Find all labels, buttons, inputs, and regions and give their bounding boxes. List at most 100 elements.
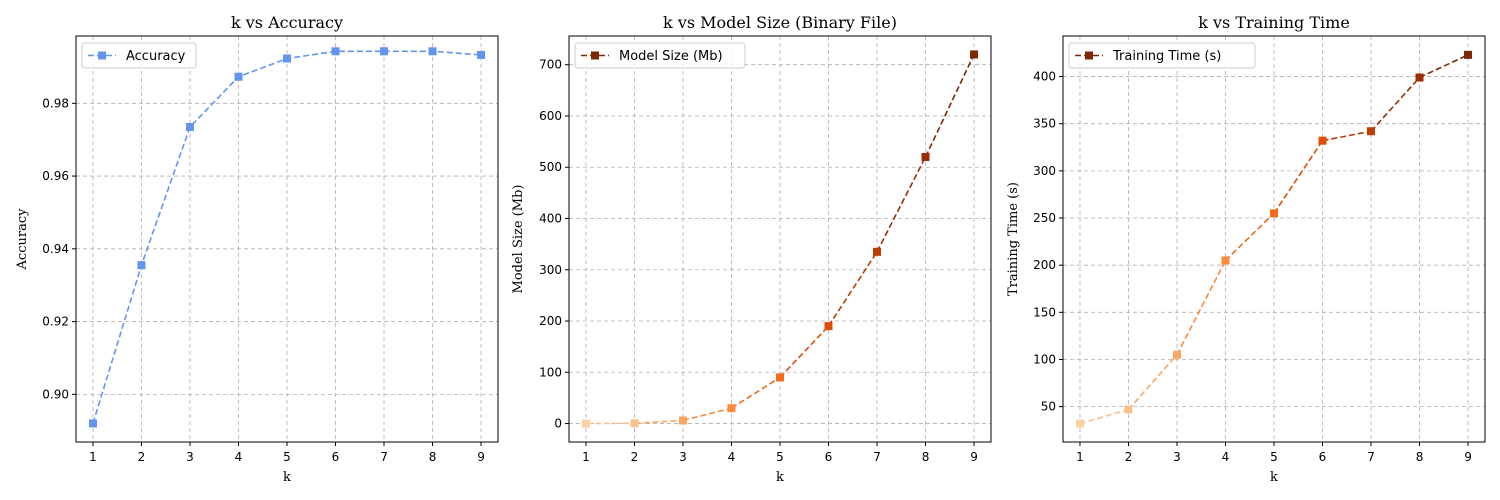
x-axis-label: k bbox=[283, 470, 291, 485]
x-tick-label: 6 bbox=[825, 450, 833, 464]
series-line-segment bbox=[924, 54, 975, 158]
legend-label: Training Time (s) bbox=[1112, 49, 1221, 64]
y-tick-label: 50 bbox=[1041, 400, 1056, 414]
y-tick-label: 0.92 bbox=[42, 315, 69, 329]
data-point bbox=[824, 322, 833, 331]
x-tick-label: 5 bbox=[283, 450, 291, 464]
chart-model-size: 1 2 3 4 5 6 7 8 9 0 100 200 300 400 500 600 700 Model Siz… bbox=[511, 13, 992, 485]
y-tick-label: 300 bbox=[539, 263, 562, 277]
data-point bbox=[234, 72, 243, 81]
x-tick-label: 9 bbox=[1464, 450, 1472, 464]
data-point bbox=[477, 50, 486, 59]
chart-training-time: 1 2 3 4 5 6 7 8 9 50 100 150 200 250 300 350 400 Training… bbox=[1006, 13, 1486, 485]
data-point bbox=[1221, 256, 1230, 265]
legend-box bbox=[81, 42, 197, 69]
data-point bbox=[1270, 209, 1278, 218]
x-tick-label: 7 bbox=[873, 450, 881, 464]
series-line-segment bbox=[634, 419, 684, 425]
y-tick-label: 400 bbox=[1033, 70, 1056, 84]
plot-frame bbox=[75, 35, 499, 443]
x-tick-label: 5 bbox=[776, 450, 784, 464]
data-point bbox=[873, 247, 882, 256]
data-point bbox=[1318, 136, 1327, 145]
series-line-segment bbox=[1419, 54, 1469, 79]
series-line-segment bbox=[1079, 408, 1129, 425]
legend-marker bbox=[1085, 51, 1093, 60]
x-tick-label: 9 bbox=[970, 450, 978, 464]
x-tick-label: 9 bbox=[477, 450, 485, 464]
data-point bbox=[970, 50, 979, 59]
x-tick-label: 1 bbox=[89, 450, 97, 464]
y-tick-label: 250 bbox=[1033, 211, 1056, 225]
x-tick-label: 1 bbox=[1076, 450, 1084, 464]
y-tick-label: 0.96 bbox=[42, 169, 69, 183]
x-tick-label: 4 bbox=[1222, 450, 1230, 464]
x-tick-label: 3 bbox=[1173, 450, 1181, 464]
series-line-segment bbox=[1370, 76, 1421, 132]
series-line-segment bbox=[682, 407, 732, 422]
x-tick-label: 8 bbox=[1416, 450, 1424, 464]
series-line-segment bbox=[827, 251, 878, 327]
series-line-segment bbox=[731, 376, 781, 409]
data-point bbox=[331, 47, 340, 56]
data-point bbox=[678, 416, 687, 425]
y-axis-label: Model Size (Mb) bbox=[511, 185, 526, 294]
y-tick-label: 600 bbox=[539, 109, 562, 123]
y-tick-label: 150 bbox=[1033, 305, 1056, 319]
series-line-segment bbox=[1224, 212, 1275, 262]
data-point bbox=[630, 419, 639, 428]
y-tick-label: 200 bbox=[1033, 258, 1056, 272]
x-tick-label: 2 bbox=[631, 450, 639, 464]
y-tick-label: 200 bbox=[539, 314, 562, 328]
chart-title: k vs Training Time bbox=[1198, 13, 1350, 32]
y-tick-label: 0.98 bbox=[42, 96, 69, 110]
x-tick-label: 6 bbox=[332, 450, 340, 464]
series-line-segment bbox=[1127, 354, 1178, 410]
series-line-segment bbox=[1176, 260, 1227, 356]
data-point bbox=[1124, 405, 1133, 414]
x-tick-label: 5 bbox=[1270, 450, 1278, 464]
data-point bbox=[380, 47, 389, 56]
data-point bbox=[727, 404, 736, 413]
legend: Accuracy bbox=[81, 42, 197, 69]
x-tick-label: 6 bbox=[1319, 450, 1327, 464]
x-tick-label: 4 bbox=[728, 450, 736, 464]
x-tick-label: 8 bbox=[922, 450, 930, 464]
x-axis-label: k bbox=[1270, 470, 1278, 485]
series-line-segment bbox=[1322, 130, 1372, 142]
legend-box bbox=[574, 42, 746, 69]
chart-title: k vs Accuracy bbox=[231, 13, 343, 32]
x-tick-label: 7 bbox=[380, 450, 388, 464]
legend-label: Accuracy bbox=[126, 49, 186, 64]
y-tick-label: 0.94 bbox=[42, 242, 69, 256]
chart-accuracy: 1 2 3 4 5 6 7 8 9 0.90 0.92 0.94 0.96 0.98 Accuracy k v… bbox=[15, 13, 499, 485]
data-point bbox=[137, 261, 146, 270]
legend-box bbox=[1068, 42, 1256, 69]
chart-title: k vs Model Size (Binary File) bbox=[663, 13, 897, 32]
data-point bbox=[1172, 350, 1181, 359]
data-point bbox=[1367, 127, 1376, 136]
x-tick-label: 2 bbox=[1125, 450, 1133, 464]
y-tick-label: 500 bbox=[539, 160, 562, 174]
x-axis-label: k bbox=[776, 470, 784, 485]
y-tick-label: 400 bbox=[539, 211, 562, 225]
data-point bbox=[1075, 419, 1084, 428]
plot-frame bbox=[1062, 35, 1486, 443]
x-tick-label: 1 bbox=[582, 450, 590, 464]
x-tick-label: 7 bbox=[1367, 450, 1375, 464]
x-tick-label: 8 bbox=[429, 450, 437, 464]
legend-marker bbox=[591, 51, 599, 60]
y-tick-label: 100 bbox=[539, 365, 562, 379]
data-point bbox=[185, 122, 194, 131]
series-line-segment bbox=[876, 156, 927, 253]
data-point bbox=[581, 419, 590, 428]
y-axis-label: Training Time (s) bbox=[1006, 182, 1021, 296]
y-axis-label: Accuracy bbox=[15, 208, 30, 271]
legend: Training Time (s) bbox=[1068, 42, 1256, 69]
series-line-segment bbox=[779, 325, 830, 378]
data-point bbox=[776, 373, 784, 382]
x-tick-label: 4 bbox=[235, 450, 243, 464]
plot-frame bbox=[568, 35, 992, 443]
data-point bbox=[1464, 50, 1473, 59]
